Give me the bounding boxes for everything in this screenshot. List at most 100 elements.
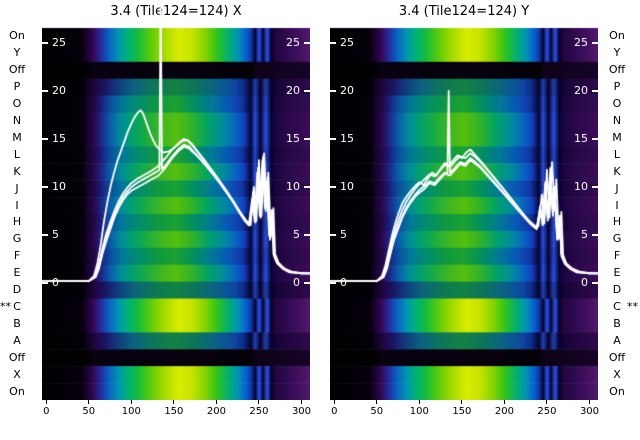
x-tick-mark-right-150 <box>461 400 463 404</box>
y-tick-mark <box>592 42 598 44</box>
x-tick-mark-left-150 <box>173 400 175 404</box>
x-tick-mark-right-100 <box>418 400 420 404</box>
row-label-left-6-m: M <box>12 130 22 144</box>
heatmap-canvas-right <box>330 8 598 400</box>
x-tick-mark-left-200 <box>215 400 217 404</box>
row-label-right-5-n: N <box>612 114 622 127</box>
y-tick-right-left-20: 20 <box>330 85 354 97</box>
y-tick-mark <box>592 90 598 92</box>
y-tick-mark <box>330 138 336 140</box>
x-tick-mark-right-300 <box>588 400 590 404</box>
row-labels-left: On Y Off P O N M L K J I H G F E D C ** B A Off X On <box>0 28 34 400</box>
y-tick-label: 0 <box>52 276 59 289</box>
y-tick-right-left-10: 10 <box>330 181 354 193</box>
y-tick-left-right-5: 5 <box>293 229 310 241</box>
y-tick-left-left-15: 15 <box>42 133 66 145</box>
y-tick-left-left-0: 0 <box>42 277 59 289</box>
y-tick-mark <box>592 138 598 140</box>
row-label-right-13-f: F <box>613 249 621 263</box>
y-tick-label: 10 <box>574 180 588 193</box>
y-tick-right-right-0: 0 <box>581 277 598 289</box>
heatmap-canvas-left <box>42 8 310 400</box>
y-tick-left-right-20: 20 <box>286 85 310 97</box>
row-label-right-11-h: H <box>612 215 622 229</box>
star-marker-left: ** <box>0 300 11 313</box>
y-tick-mark <box>42 90 48 92</box>
y-tick-label: 20 <box>340 84 354 97</box>
y-tick-mark <box>304 186 310 188</box>
row-label-left-4-o: O <box>12 97 22 111</box>
y-tick-mark <box>304 42 310 44</box>
x-tick-mark-right-50 <box>376 400 378 404</box>
x-tick-label-right-0: 0 <box>331 406 338 417</box>
y-tick-right-left-25: 25 <box>330 37 354 49</box>
row-label-left-5-n: N <box>12 114 22 127</box>
row-label-right-0-on: On <box>609 29 625 43</box>
row-label-right-18-a: A <box>613 333 621 347</box>
y-tick-label: 5 <box>581 228 588 241</box>
y-tick-right-left-15: 15 <box>330 133 354 145</box>
row-label-right-20-x: X <box>613 367 621 381</box>
y-tick-label: 15 <box>340 132 354 145</box>
x-tick-mark-left-0 <box>45 400 47 404</box>
row-label-left-13-f: F <box>13 249 21 263</box>
row-label-left-14-e: E <box>13 266 21 280</box>
x-tick-mark-left-50 <box>88 400 90 404</box>
row-label-left-3-p: P <box>13 80 21 94</box>
row-label-left-2-off: Off <box>8 63 26 77</box>
y-tick-mark <box>330 90 336 92</box>
x-tick-label-right-100: 100 <box>409 406 429 417</box>
row-label-left-7-l: L <box>13 147 21 161</box>
y-tick-mark <box>42 138 48 140</box>
row-label-right-14-e: E <box>613 266 621 280</box>
heatmap-panel-left: 25 20 15 10 5 0 25 20 15 10 5 0 <box>42 8 310 400</box>
y-tick-label: 0 <box>340 276 347 289</box>
y-tick-mark <box>592 282 598 284</box>
y-tick-left-left-20: 20 <box>42 85 66 97</box>
x-tick-mark-right-250 <box>546 400 548 404</box>
row-label-right-3-p: P <box>613 80 621 94</box>
heatmap-panel-right: 25 20 15 10 5 0 25 20 15 10 5 0 <box>330 8 598 400</box>
y-tick-mark <box>304 138 310 140</box>
row-label-left-20-x: X <box>13 367 21 381</box>
y-tick-right-right-25: 25 <box>574 37 598 49</box>
x-tick-label-right-300: 300 <box>579 406 600 417</box>
row-label-right-16-c: C <box>613 300 621 313</box>
row-label-left-10-i: I <box>15 198 19 212</box>
x-tick-label-left-200: 200 <box>206 406 226 417</box>
y-tick-right-left-5: 5 <box>330 229 347 241</box>
row-label-left-18-a: A <box>13 333 21 347</box>
y-tick-mark <box>304 90 310 92</box>
row-label-right-19-off: Off <box>608 350 626 364</box>
row-label-right-6-m: M <box>612 130 622 144</box>
row-label-right-15-d: D <box>612 283 622 297</box>
y-tick-mark <box>330 42 336 44</box>
y-tick-left-left-5: 5 <box>42 229 59 241</box>
row-label-right-4-o: O <box>612 97 622 111</box>
y-tick-label: 25 <box>340 36 354 49</box>
x-tick-label-left-250: 250 <box>249 406 269 417</box>
y-tick-mark <box>42 42 48 44</box>
x-tick-mark-left-300 <box>300 400 302 404</box>
row-label-right-2-off: Off <box>608 63 626 77</box>
y-tick-mark <box>330 186 336 188</box>
row-label-left-0-on: On <box>9 29 25 43</box>
y-tick-label: 15 <box>574 132 588 145</box>
row-label-left-16-c: C <box>13 300 21 313</box>
x-tick-label-left-0: 0 <box>43 406 50 417</box>
y-tick-label: 10 <box>286 180 300 193</box>
row-label-right-1-y: Y <box>613 46 621 60</box>
x-tick-label-left-150: 150 <box>164 406 184 417</box>
row-label-left-8-k: K <box>13 164 21 178</box>
y-tick-label: 25 <box>52 36 66 49</box>
row-label-left-17-b: B <box>13 316 21 330</box>
y-tick-mark <box>42 186 48 188</box>
row-label-left-11-h: H <box>12 215 22 229</box>
y-tick-mark <box>330 234 336 236</box>
y-tick-right-right-10: 10 <box>574 181 598 193</box>
y-tick-mark <box>42 282 48 284</box>
row-label-right-10-i: I <box>615 198 619 212</box>
y-tick-mark <box>42 234 48 236</box>
x-tick-label-left-100: 100 <box>121 406 141 417</box>
y-tick-label: 10 <box>52 180 66 193</box>
